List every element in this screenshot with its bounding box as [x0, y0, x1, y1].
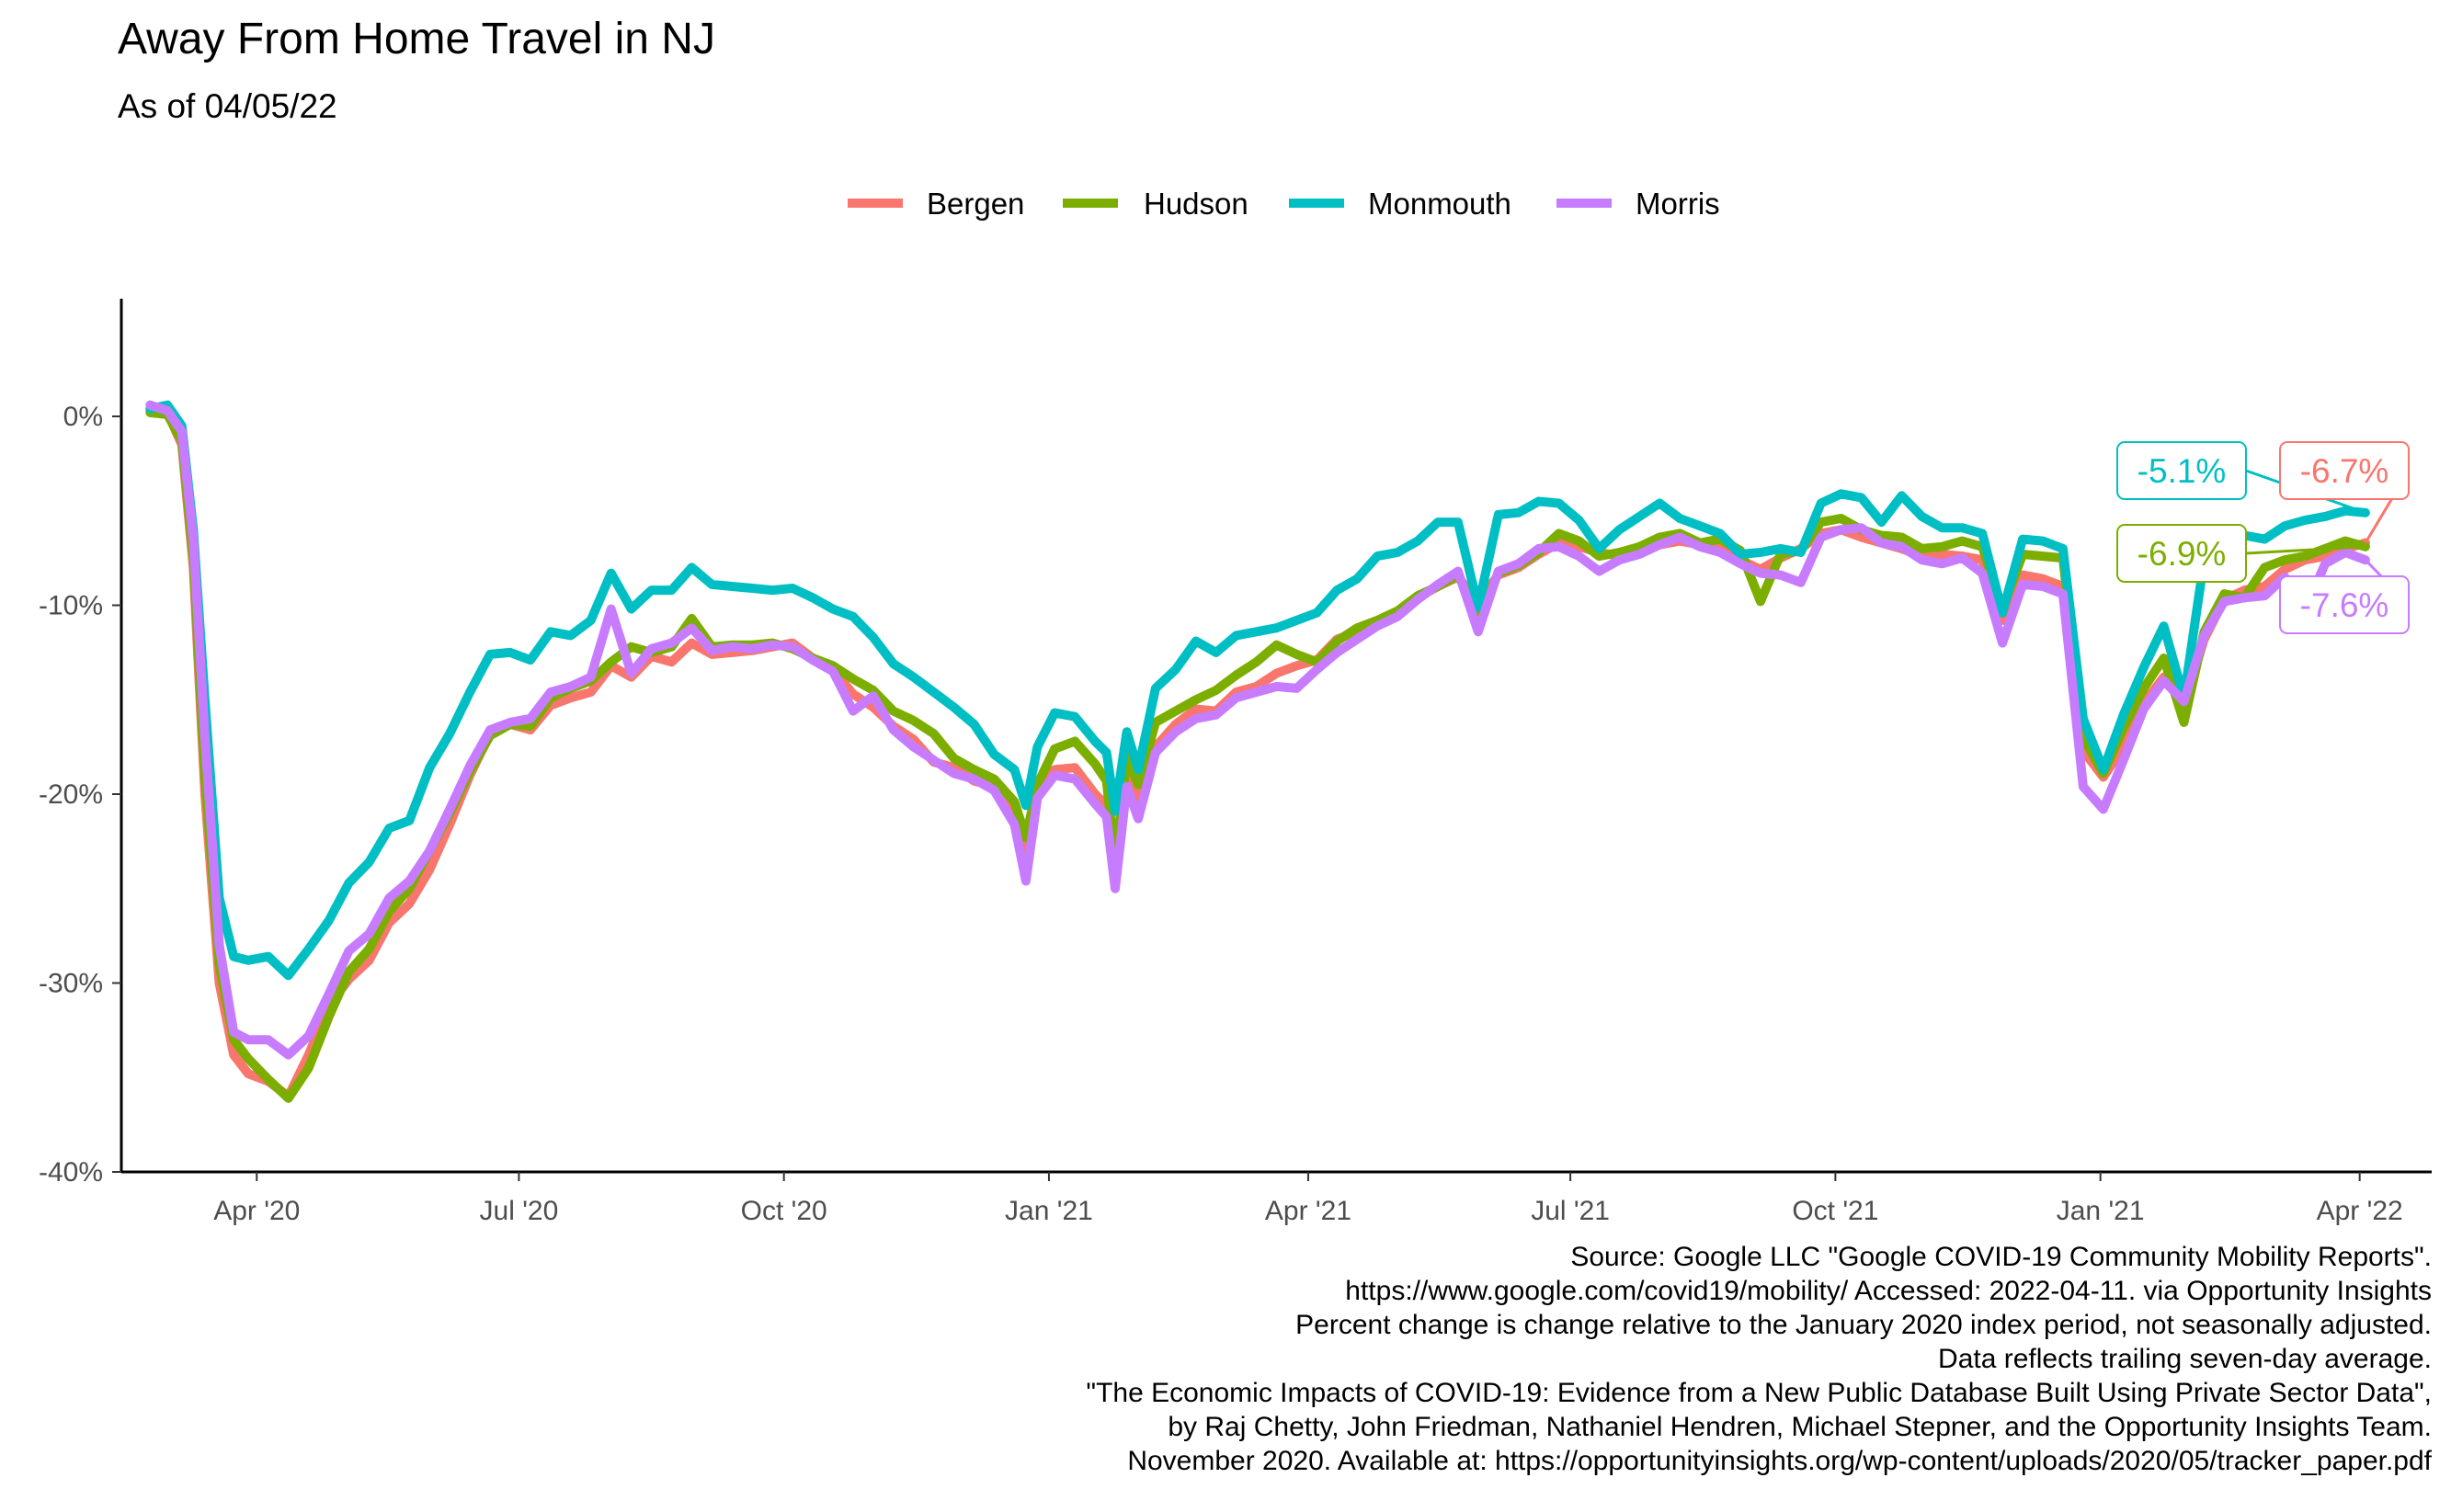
series-lines — [145, 400, 2370, 1103]
caption-line: https://www.google.com/covid19/mobility/… — [1345, 1276, 2432, 1306]
legend-label-monmouth: Monmouth — [1368, 187, 1511, 221]
y-tick-label: -10% — [39, 591, 103, 621]
x-tick-label: Apr '20 — [213, 1196, 300, 1226]
end-label-morris: -7.6% — [2300, 586, 2389, 624]
caption-line: "The Economic Impacts of COVID-19: Evide… — [1086, 1378, 2432, 1408]
x-tick-label: Apr '22 — [2317, 1196, 2403, 1226]
series-line-monmouth — [145, 400, 2370, 981]
axes: 0% -10% -20% -30% -40% Apr '20 Jul '20 Oct '20 J… — [39, 299, 2432, 1226]
y-tick-label: -30% — [39, 969, 103, 999]
end-label-box-morris — [2279, 575, 2410, 634]
series-line-morris — [145, 400, 2370, 1060]
caption-line: by Raj Chetty, John Friedman, Nathaniel … — [1168, 1412, 2432, 1442]
x-tick-label: Jan '21 — [1005, 1196, 1093, 1226]
legend: Bergen Hudson Monmouth Morris — [848, 187, 1720, 221]
caption-line: Data reflects trailing seven-day average… — [1938, 1344, 2432, 1374]
x-tick-label: Jul '20 — [480, 1196, 559, 1226]
y-tick-label: -40% — [39, 1157, 103, 1188]
x-tick-label: Jul '21 — [1531, 1196, 1610, 1226]
caption-line: November 2020. Available at: https://opp… — [1127, 1446, 2432, 1476]
end-label-monmouth: -5.1% — [2138, 452, 2227, 490]
caption-line: Percent change is change relative to the… — [1295, 1310, 2432, 1340]
end-label-box-monmouth — [2116, 441, 2247, 500]
end-label-box-hudson — [2116, 524, 2247, 583]
x-tick-label: Apr '21 — [1265, 1196, 1351, 1226]
legend-label-morris: Morris — [1636, 187, 1720, 221]
chart-subtitle: As of 04/05/22 — [118, 87, 337, 125]
y-tick-label: 0% — [63, 402, 103, 432]
series-line-hudson — [145, 407, 2370, 1103]
x-tick-label: Jan '21 — [2057, 1196, 2145, 1226]
end-label-hudson: -6.9% — [2138, 535, 2227, 573]
caption-line: Source: Google LLC "Google COVID-19 Comm… — [1570, 1242, 2432, 1272]
chart-title: Away From Home Travel in NJ — [118, 15, 715, 63]
end-label-connector-hudson — [2245, 545, 2366, 555]
end-label-box-bergen — [2279, 441, 2410, 500]
caption: Source: Google LLC "Google COVID-19 Comm… — [1086, 1242, 2432, 1476]
legend-label-bergen: Bergen — [927, 187, 1024, 221]
x-tick-label: Oct '21 — [1792, 1196, 1878, 1226]
x-tick-label: Oct '20 — [741, 1196, 827, 1226]
y-tick-label: -20% — [39, 779, 103, 810]
legend-label-hudson: Hudson — [1144, 187, 1248, 221]
end-labels: -5.1% -6.7% -6.9% -7.6% — [2116, 441, 2411, 634]
end-label-bergen: -6.7% — [2300, 452, 2389, 490]
